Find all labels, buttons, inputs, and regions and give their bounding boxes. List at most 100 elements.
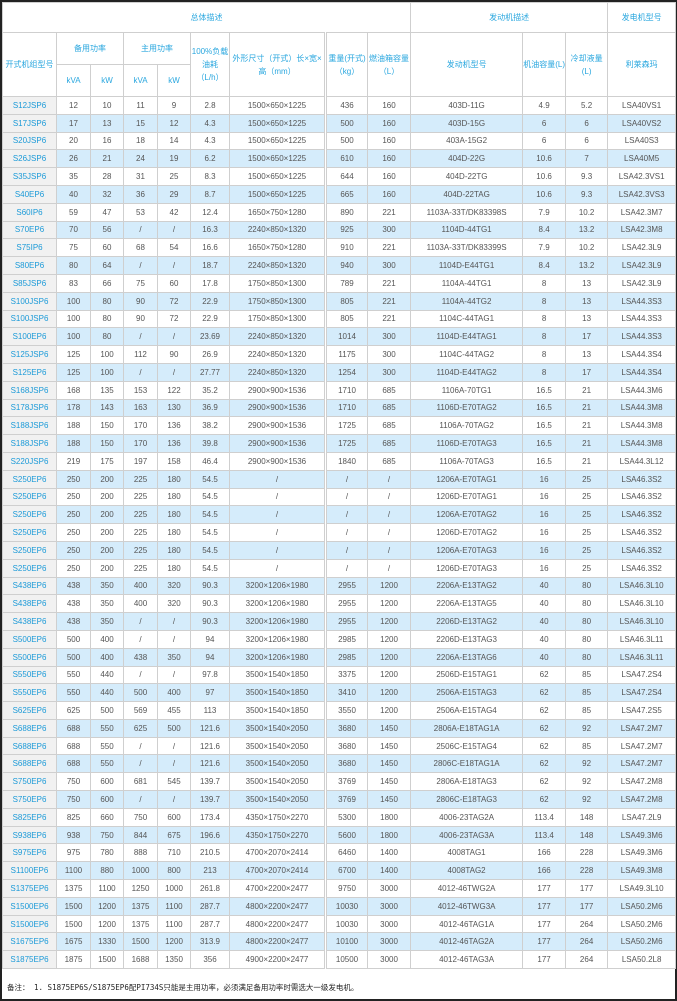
model-cell[interactable]: S26JSP6	[2, 149, 57, 169]
dimensions-cell: /	[229, 469, 327, 489]
prime-kva-cell: 225	[123, 540, 158, 560]
model-cell[interactable]: S125EP6	[2, 362, 57, 382]
table-row: S100EP6 100 80//23.69 2240×850×1320 1014 300 1…	[2, 327, 677, 347]
model-cell[interactable]: S550EP6	[2, 683, 57, 703]
engine-model-cell: 1206A-E70TAG1	[410, 469, 524, 489]
model-cell[interactable]: S35JSP6	[2, 167, 57, 186]
model-cell[interactable]: S688EP6	[2, 736, 57, 756]
model-cell[interactable]: S500EP6	[2, 647, 57, 667]
model-cell[interactable]: S20JSP6	[2, 131, 57, 151]
prime-kva-cell: /	[123, 612, 158, 631]
model-cell[interactable]: S1500EP6	[2, 896, 57, 916]
prime-kva-cell: 225	[123, 487, 158, 507]
weight-cell: 665	[325, 184, 368, 204]
model-cell[interactable]: S1100EP6	[2, 861, 57, 881]
alternator-cell: LSA44.3S3	[607, 327, 677, 347]
oil-capacity-cell: 6	[522, 131, 567, 151]
model-cell[interactable]: S688EP6	[2, 754, 57, 774]
standby-kva-cell: 550	[56, 683, 91, 703]
model-cell[interactable]: S1675EP6	[2, 932, 57, 952]
oil-capacity-cell: 8	[522, 273, 567, 293]
prime-kw-cell: 180	[157, 540, 191, 560]
model-cell[interactable]: S438EP6	[2, 594, 57, 614]
fuel-tank-cell: /	[366, 558, 412, 578]
model-cell[interactable]: S100JSP6	[2, 309, 57, 329]
model-cell[interactable]: S40EP6	[2, 184, 57, 204]
model-cell[interactable]: S85JSP6	[2, 273, 57, 293]
engine-model-cell: 4012-46TAG2A	[410, 932, 524, 952]
model-cell[interactable]: S688EP6	[2, 718, 57, 738]
model-cell[interactable]: S250EP6	[2, 540, 57, 560]
model-cell[interactable]: S100JSP6	[2, 291, 57, 311]
dimensions-cell: 3200×1206×1980	[229, 647, 327, 667]
fuel-consumption-cell: 4.3	[190, 131, 230, 151]
prime-kw-cell: /	[157, 612, 191, 631]
engine-model-cell: 2806C-E18TAG1A	[410, 754, 524, 774]
fuel-consumption-cell: 121.6	[190, 754, 230, 774]
engine-model-header: 发动机型号	[410, 32, 524, 97]
dimensions-cell: /	[229, 558, 327, 578]
fuel-tank-cell: 300	[366, 345, 412, 364]
engine-model-cell: 1206D-E70TAG3	[410, 558, 524, 578]
alternator-cell: LSA40VS2	[607, 113, 677, 133]
model-cell[interactable]: S438EP6	[2, 612, 57, 631]
oil-capacity-cell: 62	[522, 665, 567, 685]
model-cell[interactable]: S250EP6	[2, 523, 57, 542]
model-cell[interactable]: S17JSP6	[2, 113, 57, 133]
model-cell[interactable]: S188JSP6	[2, 434, 57, 453]
coolant-cell: 25	[565, 469, 609, 489]
model-cell[interactable]: S168JSP6	[2, 380, 57, 400]
model-cell[interactable]: S250EP6	[2, 469, 57, 489]
oil-capacity-cell: 7.9	[522, 238, 567, 258]
standby-kva-cell: 1100	[56, 861, 91, 881]
table-row: S438EP6 438 350 400 320 90.3 3200×1206×1980 295…	[2, 576, 677, 596]
model-cell[interactable]: S1500EP6	[2, 914, 57, 934]
model-cell[interactable]: S750EP6	[2, 790, 57, 809]
alternator-cell: LSA46.3L10	[607, 576, 677, 596]
model-cell[interactable]: S1375EP6	[2, 879, 57, 898]
oil-capacity-cell: 16	[522, 523, 567, 542]
model-cell[interactable]: S750EP6	[2, 772, 57, 792]
standby-kva-cell: 500	[56, 629, 91, 649]
model-cell[interactable]: S80EP6	[2, 256, 57, 275]
model-cell[interactable]: S12JSP6	[2, 96, 57, 115]
standby-kva-cell: 1875	[56, 950, 91, 970]
model-cell[interactable]: S625EP6	[2, 701, 57, 720]
model-cell[interactable]: S938EP6	[2, 825, 57, 845]
standby-kw-cell: 350	[90, 612, 124, 631]
fuel-consumption-cell: 22.9	[190, 309, 230, 329]
model-cell[interactable]: S250EP6	[2, 558, 57, 578]
prime-kva-cell: 438	[123, 647, 158, 667]
model-cell[interactable]: S250EP6	[2, 505, 57, 525]
alternator-cell: LSA44.3M8	[607, 398, 677, 418]
table-row: S70EP6 70 56//16.3 2240×850×1320 925 300 1104D…	[2, 220, 677, 240]
prime-kva-cell: 681	[123, 772, 158, 792]
weight-cell: 10030	[325, 914, 368, 934]
model-cell[interactable]: S825EP6	[2, 807, 57, 827]
model-cell[interactable]: S550EP6	[2, 665, 57, 685]
fuel-tank-cell: 685	[366, 380, 412, 400]
model-cell[interactable]: S250EP6	[2, 487, 57, 507]
alternator-cell: LSA40S3	[607, 131, 677, 151]
prime-kva-cell: 11	[123, 96, 158, 115]
model-cell[interactable]: S100EP6	[2, 327, 57, 347]
model-cell[interactable]: S70EP6	[2, 220, 57, 240]
model-cell[interactable]: S500EP6	[2, 629, 57, 649]
model-cell[interactable]: S438EP6	[2, 576, 57, 596]
coolant-cell: 25	[565, 523, 609, 542]
alternator-cell: LSA46.3L11	[607, 647, 677, 667]
model-cell[interactable]: S1875EP6	[2, 950, 57, 970]
model-cell[interactable]: S975EP6	[2, 843, 57, 863]
model-cell[interactable]: S178JSP6	[2, 398, 57, 418]
weight-cell: 2955	[325, 612, 368, 631]
model-cell[interactable]: S75IP6	[2, 238, 57, 258]
fuel-consumption-cell: 17.8	[190, 273, 230, 293]
prime-kw-cell: 180	[157, 487, 191, 507]
standby-kw-cell: 400	[90, 629, 124, 649]
model-cell[interactable]: S188JSP6	[2, 416, 57, 436]
coolant-cell: 92	[565, 718, 609, 738]
model-cell[interactable]: S125JSP6	[2, 345, 57, 364]
model-cell[interactable]: S220JSP6	[2, 451, 57, 471]
weight-cell: 610	[325, 149, 368, 169]
model-cell[interactable]: S60IP6	[2, 202, 57, 222]
